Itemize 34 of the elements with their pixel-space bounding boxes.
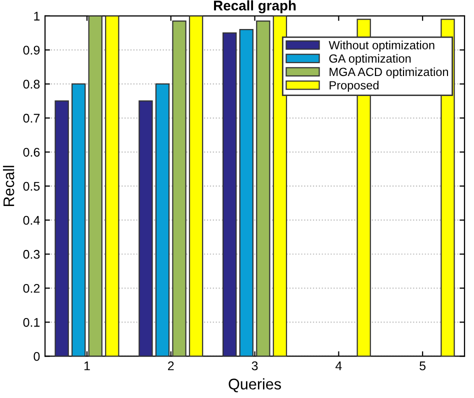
x-tick-label: 3 (252, 361, 258, 370)
chart-title: Recall graph (214, 0, 296, 14)
legend-label: Without optimization (328, 40, 434, 52)
y-tick-label: 0.6 (23, 148, 40, 157)
y-tick-label: 0.1 (23, 318, 40, 327)
bar (188, 16, 204, 356)
y-tick-label: 0 (34, 352, 40, 361)
y-tick-label: 1 (34, 12, 40, 20)
legend-label: Proposed (330, 80, 378, 92)
legend-label: GA optimization (329, 54, 411, 66)
y-tick-label: 0.4 (23, 216, 40, 225)
y-tick-label: 0.2 (23, 284, 40, 293)
y-tick-label: 0.9 (23, 46, 40, 55)
bar (155, 83, 170, 356)
x-axis-title: Queries (228, 378, 281, 392)
y-tick-label: 0.7 (23, 114, 40, 123)
y-tick-label: 0.3 (23, 250, 40, 259)
bar (71, 83, 86, 356)
bar (256, 20, 270, 356)
y-axis-title: Recall (2, 166, 14, 206)
bar (54, 100, 69, 356)
bar (222, 32, 237, 356)
bar (105, 16, 120, 356)
x-tick-label: 1 (84, 362, 90, 370)
x-tick-label: 5 (420, 362, 426, 370)
bar (88, 16, 102, 356)
x-tick-label: 4 (335, 362, 342, 370)
y-tick-label: 0.5 (23, 182, 40, 191)
bar (138, 100, 153, 356)
y-tick-label: 0.8 (23, 80, 40, 89)
legend-label: MGA ACD optimization (330, 67, 448, 78)
bar (239, 28, 254, 356)
bar (172, 20, 186, 356)
x-tick-label: 2 (168, 361, 174, 370)
